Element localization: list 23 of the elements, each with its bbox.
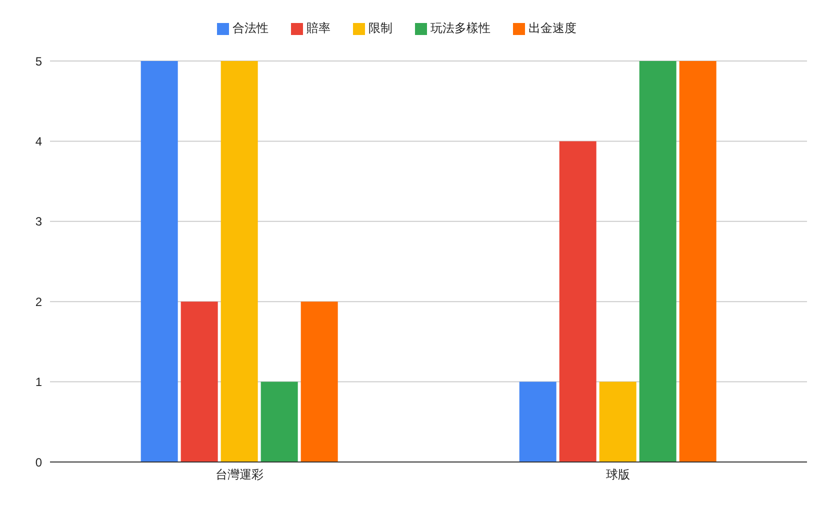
bar [220, 61, 258, 462]
bar [260, 382, 298, 462]
bar [599, 382, 636, 462]
bar [519, 382, 556, 462]
legend-label: 合法性 [232, 21, 268, 35]
bar [639, 61, 676, 462]
legend-label: 玩法多樣性 [430, 21, 490, 35]
y-tick-label: 5 [35, 54, 42, 68]
bar [180, 302, 218, 462]
y-tick-label: 0 [35, 455, 42, 470]
y-tick-label: 2 [35, 294, 42, 309]
y-tick-label: 1 [35, 375, 42, 390]
x-tick-label: 台灣運彩 [215, 468, 264, 482]
y-tick-label: 3 [35, 214, 42, 229]
bar [559, 141, 596, 462]
legend-label: 出金速度 [528, 21, 576, 35]
bar [300, 302, 338, 462]
x-tick-label: 球版 [606, 468, 630, 482]
legend-label: 賠率 [306, 21, 330, 35]
bar [679, 61, 716, 462]
legend-label: 限制 [368, 21, 392, 35]
y-tick-label: 4 [35, 134, 42, 148]
bar [140, 61, 178, 462]
